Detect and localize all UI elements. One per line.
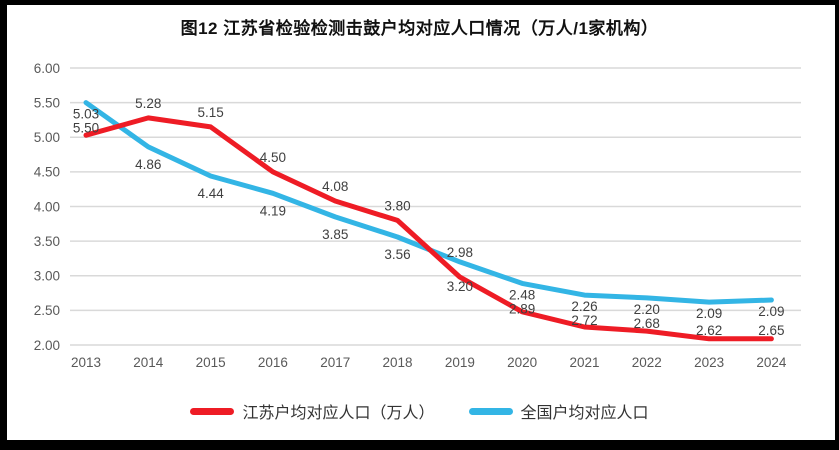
y-axis-tick-label: 5.00 — [34, 130, 60, 145]
chart-title: 图12 江苏省检验检测击鼓户均对应人口情况（万人/1家机构） — [180, 19, 659, 38]
national-data-label: 3.56 — [384, 247, 410, 262]
x-axis-tick-label: 2013 — [71, 355, 101, 370]
national-data-label: 2.89 — [509, 301, 535, 316]
x-axis-tick-label: 2019 — [445, 355, 475, 370]
jiangsu-data-label: 5.03 — [73, 107, 99, 122]
x-axis-tick-label: 2022 — [632, 355, 662, 370]
x-axis-tick-label: 2018 — [383, 355, 413, 370]
jiangsu-data-label: 2.98 — [447, 245, 473, 260]
national-data-label: 5.50 — [73, 121, 99, 136]
jiangsu-data-label: 2.48 — [509, 287, 535, 302]
national-data-label: 4.19 — [260, 203, 286, 218]
chart-legend: 江苏户均对应人口（万人） 全国户均对应人口 — [0, 399, 839, 423]
legend-item-national: 全国户均对应人口 — [468, 399, 649, 423]
jiangsu-data-label: 2.09 — [696, 306, 722, 321]
national-data-label: 2.72 — [571, 313, 597, 328]
national-series-line — [83, 100, 774, 305]
chart-canvas — [7, 5, 835, 440]
jiangsu-data-label: 3.80 — [384, 198, 410, 213]
jiangsu-data-label: 5.15 — [197, 105, 223, 120]
jiangsu-series-line — [83, 115, 774, 342]
jiangsu-data-label: 2.26 — [571, 299, 597, 314]
x-axis-tick-label: 2014 — [133, 355, 164, 370]
national-data-label: 3.85 — [322, 227, 348, 242]
y-axis-tick-label: 2.00 — [34, 338, 60, 353]
jiangsu-data-label: 5.28 — [135, 96, 161, 111]
legend-label-national: 全国户均对应人口 — [520, 405, 649, 422]
y-axis-tick-label: 4.00 — [34, 199, 60, 214]
x-axis-tick-label: 2016 — [258, 355, 288, 370]
y-axis-tick-label: 3.00 — [34, 269, 60, 284]
y-axis-tick-label: 6.00 — [34, 61, 60, 76]
x-axis-tick-label: 2023 — [694, 355, 724, 370]
legend-item-jiangsu: 江苏户均对应人口（万人） — [190, 399, 435, 423]
national-data-label: 4.86 — [135, 157, 161, 172]
y-axis-tick-label: 5.50 — [34, 95, 60, 110]
y-axis-tick-label: 4.50 — [34, 165, 60, 180]
national-data-label: 3.20 — [447, 279, 473, 294]
national-data-label: 4.44 — [197, 186, 224, 201]
x-axis-tick-label: 2021 — [569, 355, 599, 370]
national-data-label: 2.62 — [696, 323, 722, 338]
y-axis-tick-label: 3.50 — [34, 234, 60, 249]
national-data-label: 2.65 — [758, 323, 784, 338]
jiangsu-data-label: 2.09 — [758, 304, 784, 319]
national-data-label: 2.68 — [634, 316, 660, 331]
x-axis-tick-label: 2024 — [756, 355, 787, 370]
legend-label-jiangsu: 江苏户均对应人口（万人） — [242, 405, 435, 422]
jiangsu-data-label: 4.50 — [260, 150, 286, 165]
red-line-swatch-icon — [190, 407, 235, 415]
x-axis-tick-label: 2020 — [507, 355, 537, 370]
x-axis-tick-label: 2017 — [320, 355, 350, 370]
y-axis-tick-label: 2.50 — [34, 303, 60, 318]
x-axis-tick-label: 2015 — [196, 355, 226, 370]
blue-line-swatch-icon — [468, 407, 513, 415]
jiangsu-data-label: 4.08 — [322, 179, 348, 194]
jiangsu-data-label: 2.20 — [634, 302, 660, 317]
